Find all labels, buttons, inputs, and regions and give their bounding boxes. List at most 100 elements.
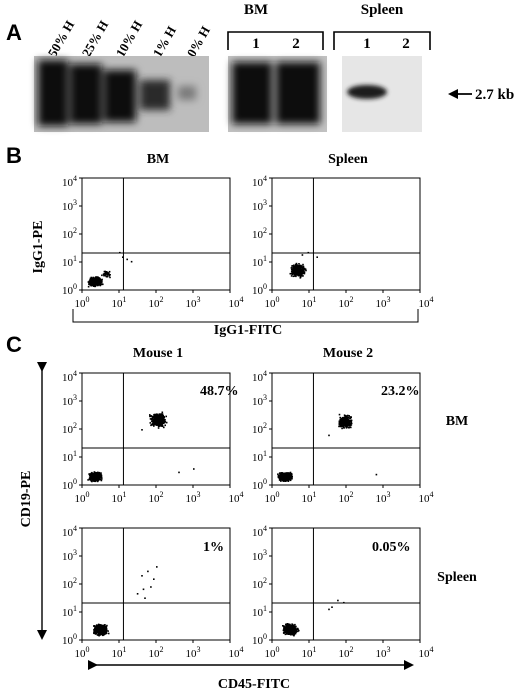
panel-b-letter: B [6,143,22,168]
y-tick-label: 102 [252,226,267,241]
x-tick-label: 100 [75,645,90,660]
y-tick-label: 101 [252,604,267,619]
x-tick-label: 102 [149,295,164,310]
event-dots [87,411,195,483]
x-tick-label: 104 [229,295,244,310]
percent-mouse2-bm: 23.2% [381,384,420,399]
blot-image [34,56,422,132]
y-tick-label: 104 [62,369,77,384]
x-tick-label: 104 [229,645,244,660]
x-tick-label: 104 [419,645,434,660]
lane-label-25: 25% H [79,18,112,60]
panel-b-title-bm: BM [147,152,170,167]
event-dots [93,566,158,637]
y-tick-label: 104 [62,174,77,189]
x-tick-label: 104 [229,490,244,505]
x-tick-label: 100 [265,295,280,310]
x-tick-label: 102 [149,490,164,505]
x-tick-label: 101 [302,645,317,660]
y-tick-label: 104 [62,524,77,539]
x-tick-label: 102 [339,295,354,310]
panel-b-title-spleen: Spleen [328,152,368,167]
y-tick-label: 102 [252,421,267,436]
y-tick-label: 104 [252,524,267,539]
lane-label-1: 1% H [150,24,179,60]
x-tick-label: 103 [186,645,201,660]
x-tick-label: 103 [376,645,391,660]
x-tick-label: 101 [302,295,317,310]
panel-a-letter: A [6,20,22,45]
x-tick-label: 102 [149,645,164,660]
y-tick-label: 101 [62,604,77,619]
panel-c-title-mouse2: Mouse 2 [323,346,373,361]
y-tick-label: 100 [62,282,77,297]
y-tick-label: 100 [62,632,77,647]
y-tick-label: 103 [62,548,77,563]
y-tick-label: 104 [252,174,267,189]
panel-c-letter: C [6,332,22,357]
percent-mouse1-bm: 48.7% [200,384,239,399]
panel-c-row-label-bm: BM [446,414,469,429]
panel-b-xbracket [72,309,419,323]
y-tick-label: 102 [62,421,77,436]
event-dots [87,251,133,288]
x-tick-label: 101 [112,490,127,505]
y-tick-label: 101 [252,254,267,269]
x-tick-label: 103 [186,295,201,310]
panel-c-row-label-spleen: Spleen [437,570,477,585]
x-tick-label: 100 [75,490,90,505]
y-tick-label: 103 [62,393,77,408]
bm-bracket [227,31,324,50]
x-tick-label: 100 [265,490,280,505]
y-tick-label: 102 [252,576,267,591]
y-tick-label: 102 [62,226,77,241]
event-dots [282,599,345,637]
spleen-bracket [333,31,431,50]
percent-mouse1-spleen: 1% [203,540,224,555]
event-dots [289,251,318,279]
panel-c-xlabel: CD45-FITC [218,677,290,692]
x-tick-label: 101 [112,295,127,310]
x-tick-label: 104 [419,295,434,310]
x-tick-label: 103 [376,490,391,505]
x-tick-label: 101 [112,645,127,660]
y-tick-label: 101 [62,449,77,464]
y-tick-label: 104 [252,369,267,384]
bm-lane-2: 2 [292,36,300,52]
event-dots [277,413,378,482]
band-size-label: 2.7 kb [475,87,514,103]
y-tick-label: 103 [252,548,267,563]
x-tick-label: 102 [339,645,354,660]
y-tick-label: 103 [252,198,267,213]
y-tick-label: 100 [252,282,267,297]
lane-label-50: 50% H [45,18,78,60]
x-tick-label: 103 [376,295,391,310]
y-tick-label: 101 [62,254,77,269]
lane-label-10: 10% H [113,18,146,60]
lane-label-0: 0% H [184,24,213,60]
panel-b-xlabel: IgG1-FITC [214,323,282,338]
percent-mouse2-spleen: 0.05% [372,540,411,555]
x-tick-label: 104 [419,490,434,505]
spleen-lane-2: 2 [402,36,410,52]
panel-c-ylabel: CD19-PE [19,471,34,528]
panel-c-title-mouse1: Mouse 1 [133,346,183,361]
y-tick-label: 100 [252,477,267,492]
x-tick-label: 102 [339,490,354,505]
y-tick-label: 102 [62,576,77,591]
panel-b-ylabel: IgG1-PE [31,221,46,274]
x-tick-label: 103 [186,490,201,505]
y-tick-label: 103 [62,198,77,213]
y-tick-label: 100 [62,477,77,492]
x-tick-label: 100 [75,295,90,310]
y-tick-label: 100 [252,632,267,647]
group-label-spleen: Spleen [361,2,404,18]
bm-lane-1: 1 [252,36,260,52]
x-tick-label: 101 [302,490,317,505]
y-tick-label: 103 [252,393,267,408]
x-tick-label: 100 [265,645,280,660]
